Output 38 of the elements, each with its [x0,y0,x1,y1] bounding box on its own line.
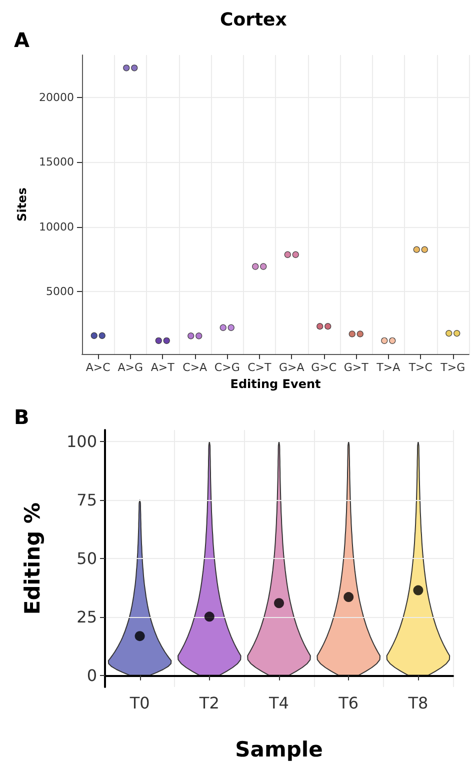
y-tick-label: 0 [86,666,97,685]
text: A [14,28,30,52]
y-tick-label: 10000 [39,220,74,234]
x-tick-label: T>G [440,361,466,374]
x-tick-label: G>A [278,361,305,374]
y-tick-label: 75 [76,490,97,510]
y-tick-label: 50 [76,549,97,568]
point [344,592,354,602]
point [134,631,145,642]
x-tick-label: T2 [198,694,220,712]
point [413,585,424,596]
x-tick-label: A>C [86,361,111,374]
x-tick-label: A>G [118,361,144,374]
x-tick-label: T0 [128,694,150,712]
x-axis-title: Editing Event [230,377,322,391]
x-tick-label: T8 [407,694,428,712]
y-tick-label: 25 [76,607,97,626]
point [274,598,284,608]
x-tick-label: A>T [150,361,175,374]
x-tick-label: T>C [408,361,433,374]
x-tick-label: C>T [248,361,272,374]
y-tick-label: 5000 [46,284,74,298]
x-axis-title: Sample [235,738,323,762]
y-tick-label: 100 [66,432,97,452]
x-tick-label: G>T [344,361,369,374]
x-tick-label: G>C [311,361,337,374]
x-tick-label: T>A [376,361,401,374]
y-axis-title: Editing % [20,502,44,615]
x-tick-label: C>A [182,361,208,374]
x-tick-label: T6 [338,694,359,712]
y-axis-title: Sites [15,188,30,222]
y-tick-label: 20000 [39,91,74,104]
chart-title: Cortex [220,10,288,30]
point [204,612,214,622]
text: B [14,405,30,429]
y-tick-label: 15000 [39,156,74,169]
x-tick-label: C>G [214,361,240,374]
x-tick-label: T4 [268,694,289,712]
